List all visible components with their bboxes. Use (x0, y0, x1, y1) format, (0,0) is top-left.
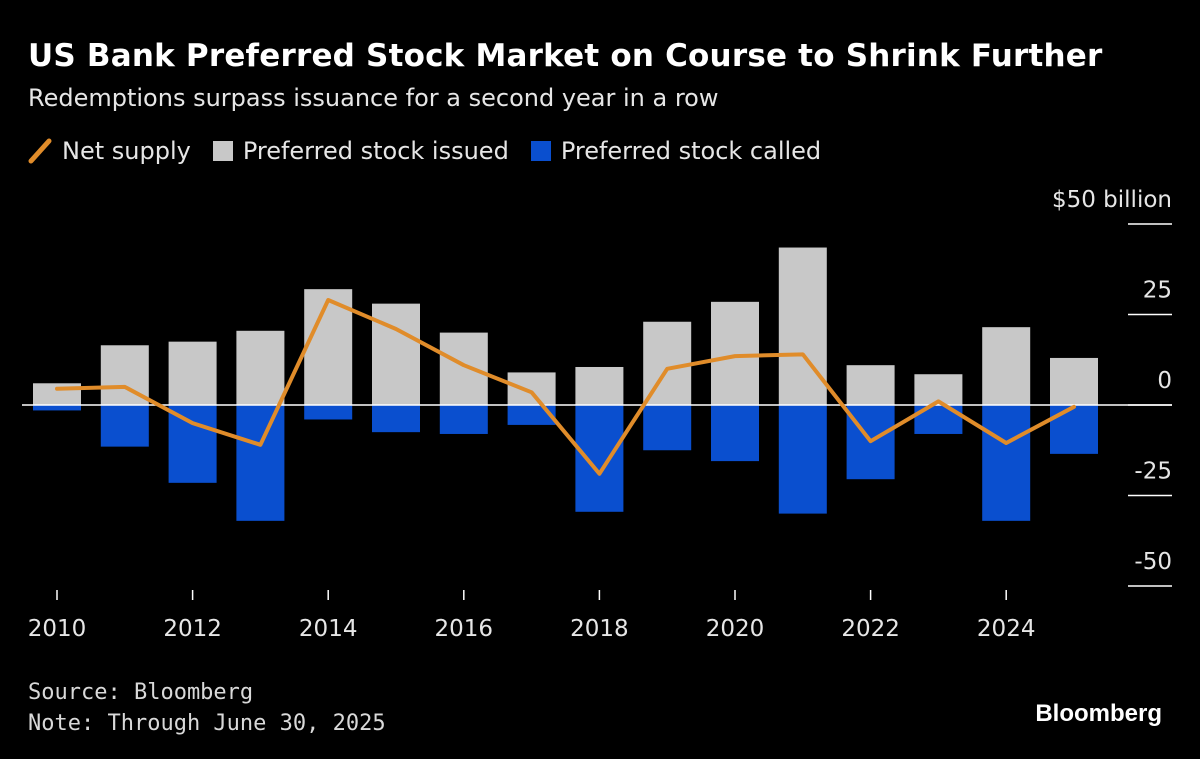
x-tick-label-2018: 2018 (570, 616, 629, 642)
bar-called-2013 (236, 405, 285, 521)
bar-issued-2018 (575, 366, 624, 405)
y-tick-label-50: $50 billion (1052, 187, 1172, 213)
legend-item-net-supply: Net supply (28, 137, 191, 165)
issued-swatch-icon (212, 141, 233, 161)
called-swatch-icon (530, 141, 551, 161)
chart-title: US Bank Preferred Stock Market on Course… (28, 38, 1103, 74)
chart-subtitle: Redemptions surpass issuance for a secon… (28, 84, 719, 112)
bar-issued-2012 (168, 341, 217, 405)
bar-called-2017 (507, 405, 556, 425)
legend-item-called: Preferred stock called (530, 137, 822, 165)
bar-called-2021 (778, 405, 827, 514)
bar-called-2025 (1050, 405, 1098, 454)
bar-issued-2017 (507, 372, 556, 405)
bloomberg-logo: Bloomberg (1035, 700, 1162, 727)
bar-called-2015 (372, 405, 420, 433)
bar-issued-2025 (1050, 357, 1098, 405)
data-note: Note: Through June 30, 2025 (28, 711, 386, 736)
x-tick-label-2024: 2024 (977, 616, 1036, 642)
bar-called-2014 (304, 405, 353, 420)
x-tick-label-2020: 2020 (706, 616, 765, 642)
x-tick-label-2010: 2010 (28, 616, 87, 642)
x-tick-label-2014: 2014 (299, 616, 358, 642)
bar-called-2024 (982, 405, 1031, 521)
bar-issued-2022 (846, 365, 895, 405)
bar-called-2010 (33, 405, 81, 411)
bar-issued-2013 (236, 330, 285, 405)
bar-called-2019 (643, 405, 692, 451)
bar-called-2016 (439, 405, 488, 434)
footer: Source: Bloomberg Note: Through June 30,… (28, 677, 386, 739)
y-tick-label--50: -50 (1134, 549, 1172, 575)
legend: Net supply Preferred stock issued Prefer… (28, 137, 843, 165)
x-tick-label-2016: 2016 (435, 616, 494, 642)
bar-issued-2016 (439, 332, 488, 405)
legend-label-issued: Preferred stock issued (242, 137, 509, 165)
legend-label-called: Preferred stock called (560, 137, 822, 165)
line-swatch-icon (28, 138, 52, 164)
legend-item-issued: Preferred stock issued (212, 137, 509, 165)
bar-issued-2020 (711, 301, 759, 405)
legend-label-net-supply: Net supply (62, 137, 191, 165)
bar-issued-2015 (372, 303, 420, 405)
x-tick-label-2012: 2012 (163, 616, 222, 642)
bar-called-2018 (575, 405, 624, 512)
y-tick-label--25: -25 (1134, 459, 1172, 485)
source-note: Source: Bloomberg (28, 680, 254, 705)
bar-called-2020 (711, 405, 759, 462)
bar-issued-2021 (778, 247, 827, 405)
bar-called-2012 (168, 405, 217, 483)
x-tick-label-2022: 2022 (841, 616, 900, 642)
bar-called-2011 (100, 405, 149, 447)
net-supply-line (55, 298, 1076, 476)
bar-issued-2024 (982, 327, 1031, 405)
y-tick-label-0: 0 (1157, 368, 1172, 394)
y-tick-label-25: 25 (1143, 278, 1172, 304)
